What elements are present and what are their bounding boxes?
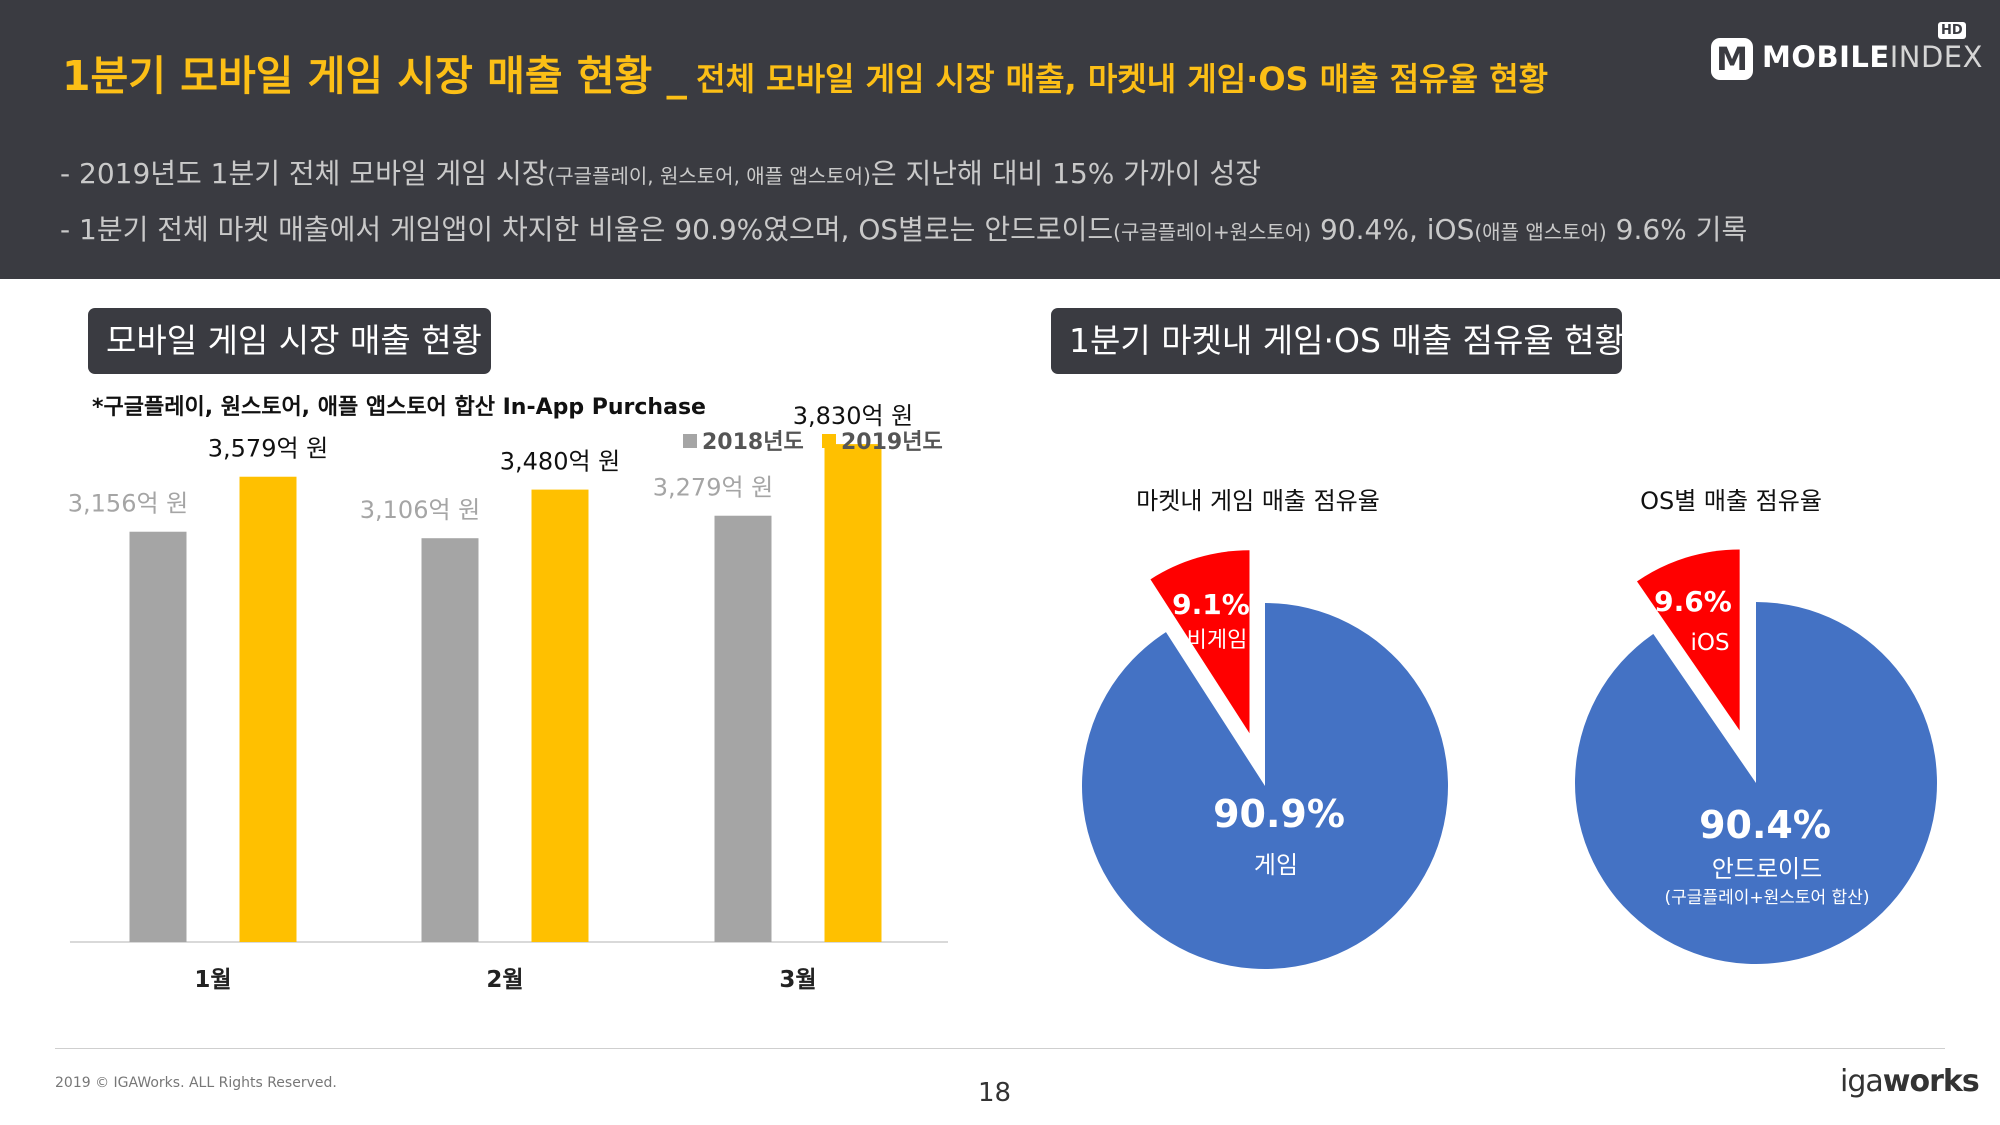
pie-slice-안드로이드 [1575,602,1938,965]
data-label-2019-1: 3,579억 원 [208,435,329,463]
bar-2018-2 [421,538,479,942]
copyright-text: 2019 © IGAWorks. ALL Rights Reserved. [55,1075,337,1091]
bullet-1-text: - 2019년도 1분기 전체 모바일 게임 시장 [60,157,548,190]
x-tick-label: 3월 [779,967,816,993]
legend-swatch-2019 [822,434,836,448]
bullet-1-tail: 은 지난해 대비 15% 가까이 성장 [870,157,1261,190]
pie-category-label: iOS [1690,630,1729,656]
title-main: 1분기 모바일 게임 시장 매출 현황 _ [62,52,688,100]
data-label-2018-3: 3,279억 원 [653,474,774,502]
bar-2019-1 [239,476,297,942]
pie-value-label: 90.9% [1213,792,1345,836]
bar-2019-3 [824,444,882,942]
brand-text-b: works [1882,1064,1980,1099]
bullet-2-tail: 9.6% 기록 [1606,213,1748,246]
pie-value-label: 9.6% [1654,585,1732,618]
logo-text-light: INDEX [1889,40,1983,74]
legend-label-2019: 2019년도 [841,430,943,455]
summary-bullets: - 2019년도 1분기 전체 모바일 게임 시장(구글플레이, 원스토어, 애… [60,147,1747,259]
bullet-2-text: - 1분기 전체 마켓 매출에서 게임앱이 차지한 비율은 90.9%였으며, … [60,213,1114,246]
pie-category-label: 비게임 [1187,628,1248,653]
header-band: 1분기 모바일 게임 시장 매출 현황 _ 전체 모바일 게임 시장 매출, 마… [0,0,2000,279]
bullet-2: - 1분기 전체 마켓 매출에서 게임앱이 차지한 비율은 90.9%였으며, … [60,203,1747,259]
logo-text: MOBILEINDEX [1762,40,1983,74]
page-number: 18 [978,1078,1012,1108]
section-label-market: 모바일 게임 시장 매출 현황 [88,308,491,374]
pie-value-label: 9.1% [1172,588,1250,621]
bullet-1: - 2019년도 1분기 전체 모바일 게임 시장(구글플레이, 원스토어, 애… [60,147,1747,203]
footer-divider [55,1048,1945,1049]
bullet-2-note-android: (구글플레이+원스토어) [1113,220,1312,244]
bullet-2-mid: 90.4%, iOS [1311,213,1475,246]
logo-hd-badge: HD [1938,22,1966,39]
data-label-2019-2: 3,480억 원 [500,448,621,476]
x-tick-label: 2월 [486,967,523,993]
page-title: 1분기 모바일 게임 시장 매출 현황 _ 전체 모바일 게임 시장 매출, 마… [62,42,1548,102]
bullet-2-note-ios: (애플 앱스토어) [1474,220,1607,244]
logo-m-icon: M [1711,38,1753,80]
mobileindex-logo: M MOBILEINDEX HD [1708,22,1982,82]
bullet-1-note: (구글플레이, 원스토어, 애플 앱스토어) [547,164,871,188]
pie-slice-게임 [1082,603,1448,970]
pie-category-sublabel: (구글플레이+원스토어 합산) [1665,888,1870,908]
brand-text-a: iga [1840,1064,1884,1099]
bar-2019-2 [531,489,589,942]
pie-category-label: 게임 [1254,851,1298,879]
pie-title: OS별 매출 점유율 [1640,487,1822,515]
x-tick-label: 1월 [194,967,231,993]
pie-slice-iOS [1636,549,1740,731]
data-label-2019-3: 3,830억 원 [793,402,914,430]
pie-category-label: 안드로이드 [1712,855,1822,883]
pie-value-label: 90.4% [1699,803,1831,847]
section-label-share: 1분기 마켓내 게임·OS 매출 점유율 현황 [1051,308,1625,374]
pie-slice-비게임 [1150,550,1250,734]
igaworks-logo: igaworks [1840,1064,1980,1099]
logo-text-bold: MOBILE [1762,40,1890,74]
title-sub: 전체 모바일 게임 시장 매출, 마켓내 게임·OS 매출 점유율 현황 [696,60,1549,98]
legend-label-2018: 2018년도 [702,430,804,455]
data-label-2018-2: 3,106억 원 [360,496,481,524]
legend-swatch-2018 [683,434,697,448]
bar-2018-3 [714,515,772,942]
data-label-2018-1: 3,156억 원 [68,490,189,518]
bar-2018-1 [129,531,187,942]
pie-title: 마켓내 게임 매출 점유율 [1136,487,1380,515]
data-source-note: *구글플레이, 원스토어, 애플 앱스토어 합산 In-App Purchase [92,395,706,420]
